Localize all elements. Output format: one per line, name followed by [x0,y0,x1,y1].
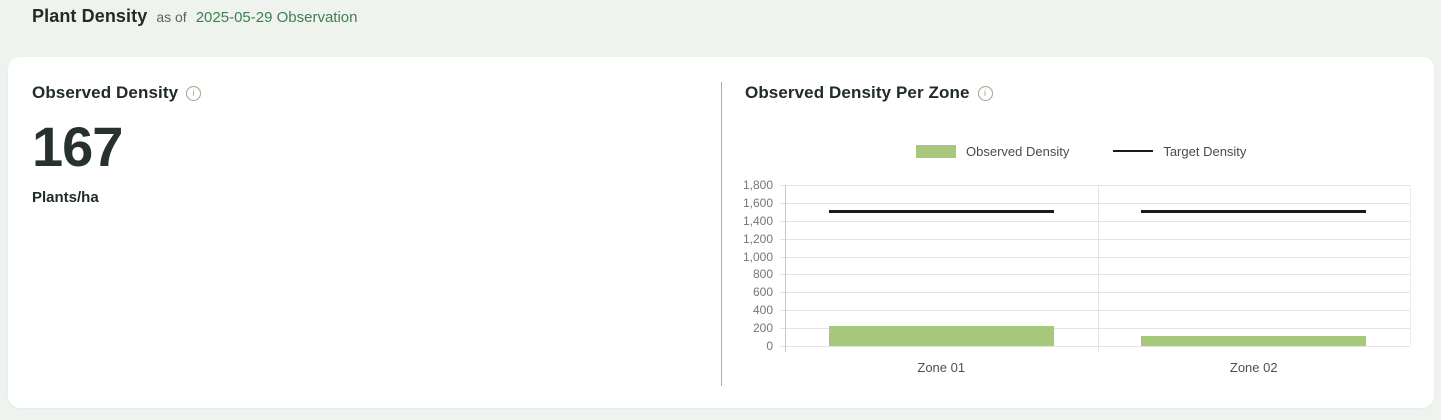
y-axis-tick-label: 200 [752,321,773,336]
chart-gridline [780,274,1410,276]
category-gridline [1097,185,1099,352]
y-axis-tick-label: 1,000 [742,249,773,264]
legend-observed-label: Observed Density [966,143,1070,159]
y-axis-line [785,185,786,352]
chart-gridline [780,202,1410,204]
per-zone-title: Observed Density Per Zone [745,83,970,102]
chart-gridline [780,220,1410,222]
observed-density-bar [1141,336,1367,346]
observed-density-title: Observed Density [32,83,179,102]
per-zone-panel-header: Observed Density Per Zone i [745,83,993,103]
chart-gridline [780,328,1410,330]
chart-gridline [780,346,1410,347]
chart-gridline [780,310,1410,312]
y-axis-tick-label: 800 [752,267,773,282]
y-axis-tick-label: 1,400 [742,213,773,228]
plant-density-card: Observed Density i 167 Plants/ha Observe… [8,57,1434,408]
chart-gridline [780,238,1410,240]
observed-density-panel-header: Observed Density i [32,83,202,103]
info-icon[interactable]: i [186,85,202,101]
legend-target-swatch [1113,150,1154,152]
observation-date-link[interactable]: 2025-05-29 Observation [195,9,358,26]
legend-target-label: Target Density [1163,143,1247,159]
y-axis-tick-label: 600 [752,285,773,300]
x-axis-category-label: Zone 01 [917,360,966,375]
plot-right-border [1410,185,1411,346]
y-axis-tick-label: 1,200 [742,231,773,246]
info-icon[interactable]: i [977,85,993,101]
observed-density-unit: Plants/ha [32,189,99,206]
as-of-label: as of [156,9,187,25]
page-title: Plant Density [32,6,148,26]
chart-gridline [780,256,1410,258]
x-axis-category-label: Zone 02 [1229,360,1278,375]
observed-density-bar [828,326,1054,346]
chart-gridline [780,185,1410,186]
y-axis-tick-label: 1,600 [742,195,773,210]
page-header: Plant Density as of 2025-05-29 Observati… [32,6,357,36]
legend-observed-swatch [916,144,956,158]
y-axis-tick-label: 400 [752,303,773,318]
target-density-line [828,210,1054,214]
y-axis-tick-label: 0 [766,339,773,353]
y-axis-tick-label: 1,800 [742,178,773,192]
chart-legend: Observed Density Target Density [916,141,1246,161]
panel-divider [721,82,722,386]
observed-density-value: 167 [32,115,123,178]
target-density-line [1141,210,1367,214]
chart-gridline [780,292,1410,294]
